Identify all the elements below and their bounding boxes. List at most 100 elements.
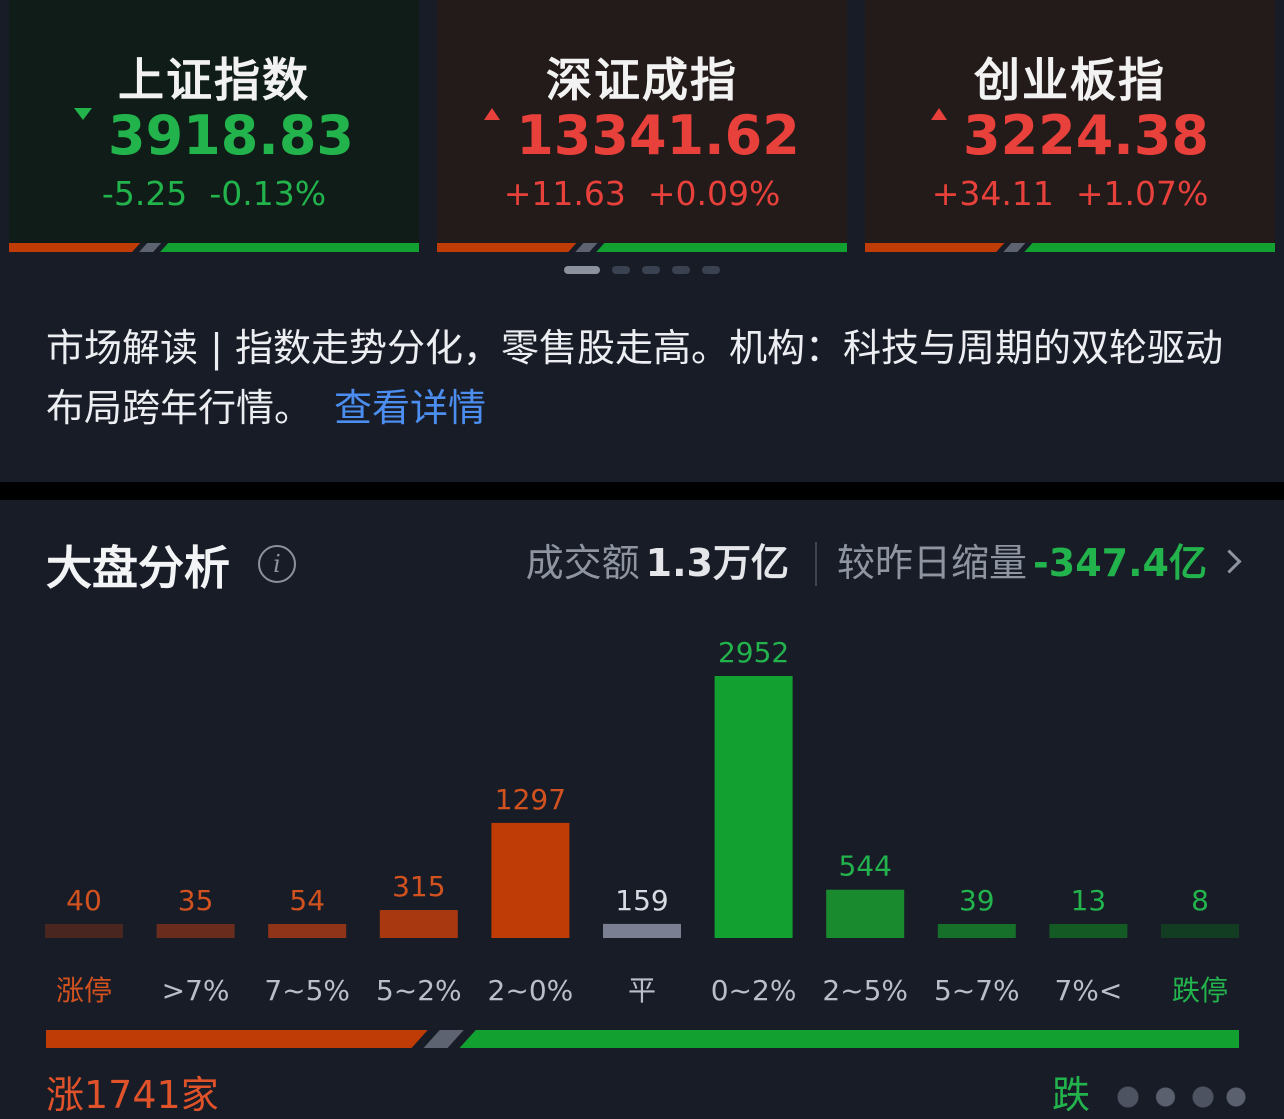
index-name: 上证指数 — [118, 53, 310, 107]
flat-segment — [1003, 243, 1026, 252]
bar — [1161, 924, 1239, 938]
bar — [714, 676, 793, 938]
section-divider — [0, 482, 1284, 500]
pager-dot[interactable] — [672, 266, 690, 274]
card-background — [9, 0, 419, 243]
index-ratio-bar — [9, 243, 419, 252]
card-background — [437, 0, 847, 243]
category-label: 0~2% — [711, 974, 797, 1007]
bar — [603, 923, 681, 938]
down-segment — [459, 1030, 1239, 1048]
turnover-summary[interactable]: 成交额 1.3万亿 较昨日缩量 -347.4亿 — [525, 532, 1242, 587]
up-arrow-icon — [931, 108, 948, 120]
bar-value-label: 159 — [615, 884, 668, 917]
info-icon[interactable]: i — [258, 545, 296, 583]
category-label: 7~5% — [264, 974, 350, 1007]
bar-value-label: 544 — [838, 850, 891, 883]
bar — [491, 822, 570, 938]
bar — [156, 924, 235, 938]
bar-value-label: 2952 — [718, 636, 789, 669]
up-count: 涨1741家 — [46, 1073, 219, 1117]
flat-segment — [575, 243, 598, 252]
index-card-shenzhen[interactable]: 深证成指 13341.62 +11.63 +0.09% — [437, 0, 847, 252]
down-segment — [596, 243, 847, 252]
compare-value: -347.4亿 — [1033, 541, 1207, 585]
index-change-pct: +0.09% — [647, 174, 781, 213]
category-label: 2~0% — [488, 974, 574, 1007]
chevron-right-icon — [1217, 549, 1242, 574]
up-segment — [46, 1030, 428, 1048]
index-name: 创业板指 — [974, 53, 1166, 107]
card-background — [865, 0, 1275, 243]
pager-dots[interactable] — [0, 266, 1284, 274]
distribution-chart: 40 涨停 35 >7% 54 7~5% 315 5~2% 1297 2~0% 159 平 2952 0~… — [45, 636, 1239, 1007]
view-details-link[interactable]: 查看详情 — [334, 386, 487, 430]
market-summary: 市场解读 | 指数走势分化，零售股走高。机构：科技与周期的双轮驱动布局跨年行情。… — [46, 318, 1246, 438]
pager-dot[interactable] — [642, 266, 660, 274]
pager-dot[interactable] — [612, 266, 630, 274]
index-change-row: +11.63 +0.09% — [437, 174, 847, 213]
up-segment — [865, 243, 1005, 252]
bar-value-label: 35 — [178, 884, 214, 917]
index-change-row: +34.11 +1.07% — [865, 174, 1275, 213]
index-card-chinext[interactable]: 创业板指 3224.38 +34.11 +1.07% — [865, 0, 1275, 252]
bar-value-label: 1297 — [495, 783, 566, 816]
bar-value-label: 54 — [289, 884, 325, 917]
index-change-pct: +1.07% — [1075, 174, 1209, 213]
category-label: 2~5% — [822, 974, 908, 1007]
index-value: 3224.38 — [963, 104, 1209, 167]
index-card-shanghai[interactable]: 上证指数 3918.83 -5.25 -0.13% — [9, 0, 419, 252]
flat-segment — [423, 1030, 464, 1048]
turnover-separator — [815, 542, 817, 586]
index-value-row: 3918.83 — [9, 104, 419, 167]
index-value: 13341.62 — [516, 104, 800, 167]
index-ratio-bar — [865, 243, 1275, 252]
category-label: 跌停 — [1172, 974, 1228, 1007]
bar — [45, 924, 123, 938]
index-value: 3918.83 — [108, 104, 354, 167]
down-segment — [160, 243, 419, 252]
bar — [379, 910, 458, 938]
index-change-pct: -0.13% — [209, 174, 327, 213]
index-change: +11.63 — [503, 174, 626, 213]
category-label: 涨停 — [56, 974, 112, 1007]
bar-value-label: 40 — [66, 884, 102, 917]
index-cards: 上证指数 3918.83 -5.25 -0.13% 深证成指 13341.62 +… — [0, 0, 1284, 252]
category-label: 7%< — [1054, 974, 1122, 1007]
index-value-row: 13341.62 — [437, 104, 847, 167]
bar-value-label: 39 — [959, 884, 995, 917]
index-ratio-bar — [437, 243, 847, 252]
index-value-row: 3224.38 — [865, 104, 1275, 167]
bar — [1049, 924, 1128, 938]
summary-text: 市场解读 | 指数走势分化，零售股走高。机构：科技与周期的双轮驱动布局跨年行情。 — [46, 326, 1223, 430]
down-arrow-icon — [74, 108, 93, 120]
obscured-count — [1098, 1082, 1249, 1112]
bar — [268, 924, 347, 938]
index-change: +34.11 — [931, 174, 1054, 213]
down-count-label: 跌 — [1052, 1073, 1091, 1117]
bar-value-label: 315 — [392, 870, 445, 903]
pager-dot[interactable] — [702, 266, 720, 274]
bar — [937, 924, 1016, 938]
pager-dot[interactable] — [564, 266, 600, 274]
analysis-title: 大盘分析 — [46, 541, 230, 595]
bar-value-label: 8 — [1191, 884, 1209, 917]
turnover-label: 成交额 — [525, 541, 640, 585]
down-segment — [1024, 243, 1275, 252]
category-label: 5~7% — [934, 974, 1020, 1007]
index-name: 深证成指 — [546, 53, 738, 107]
bar — [826, 889, 905, 938]
category-label: >7% — [162, 974, 230, 1007]
category-label: 平 — [628, 974, 656, 1007]
bar-value-label: 13 — [1071, 884, 1107, 917]
compare-label: 较昨日缩量 — [837, 541, 1028, 585]
turnover-value: 1.3万亿 — [645, 541, 789, 585]
up-segment — [9, 243, 141, 252]
up-arrow-icon — [484, 108, 501, 120]
up-segment — [437, 243, 577, 252]
flat-segment — [139, 243, 162, 252]
index-change-row: -5.25 -0.13% — [9, 174, 419, 213]
up-down-ratio-bar — [46, 1030, 1239, 1048]
category-label: 5~2% — [376, 974, 462, 1007]
index-change: -5.25 — [101, 174, 188, 213]
